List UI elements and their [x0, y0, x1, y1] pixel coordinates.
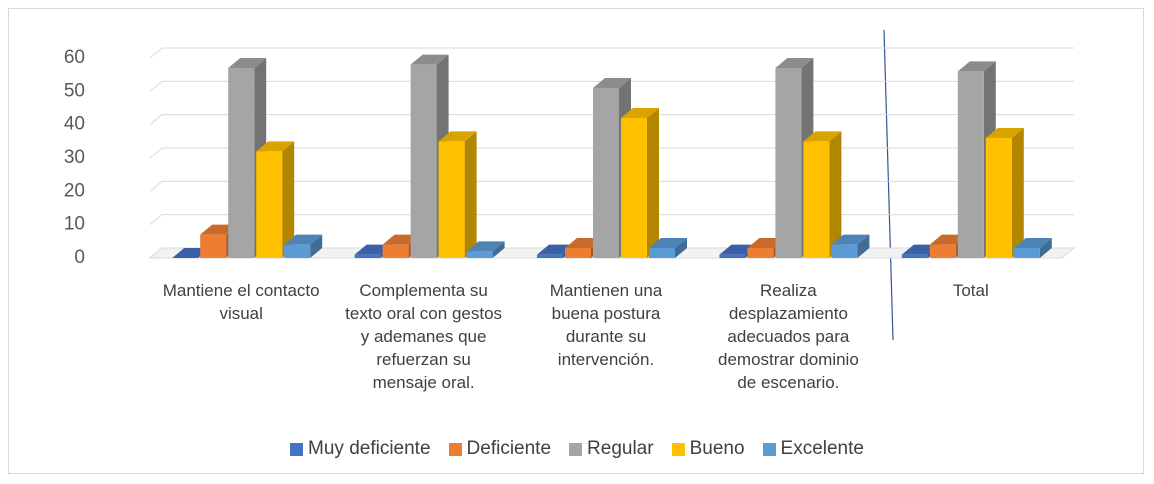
- bar-front: [382, 244, 409, 258]
- legend-item: Muy deficiente: [290, 438, 431, 460]
- bar-top: [256, 141, 295, 152]
- bar: [466, 241, 505, 258]
- bar-front: [901, 254, 928, 258]
- bar-front: [200, 234, 227, 258]
- bar-front: [438, 141, 465, 258]
- bar-side: [647, 108, 659, 258]
- legend-label: Deficiente: [466, 438, 552, 459]
- bar-top: [985, 128, 1024, 138]
- bar-front: [256, 151, 283, 258]
- bar-front: [593, 88, 619, 258]
- bar-front: [1013, 248, 1040, 258]
- bar-front: [747, 248, 774, 258]
- bar-top: [775, 58, 814, 68]
- legend-label: Excelente: [780, 438, 864, 459]
- legend-label: Muy deficiente: [308, 438, 431, 459]
- bar-top: [831, 234, 870, 245]
- legend-label: Regular: [587, 438, 654, 459]
- legend-swatch: [569, 442, 583, 456]
- bar-side: [857, 234, 870, 258]
- legend-item: Excelente: [762, 438, 864, 460]
- grid-line-side: [149, 214, 163, 226]
- x-tick-label: Realiza desplazamiento adecuados para de…: [718, 281, 859, 392]
- x-tick-label: Mantienen una buena postura durante su i…: [549, 281, 663, 369]
- grid-line-side: [149, 80, 163, 92]
- bar-side: [492, 241, 505, 258]
- legend-item: Bueno: [671, 438, 745, 460]
- bar-front: [228, 68, 255, 258]
- bar: [649, 238, 687, 258]
- bar-top: [438, 131, 477, 142]
- bar-side: [1039, 238, 1052, 258]
- x-tick-label: Total: [952, 281, 989, 300]
- legend-item: Deficiente: [448, 438, 552, 460]
- y-tick-label: 20: [64, 180, 85, 201]
- bar-front: [957, 71, 984, 258]
- bar-front: [537, 254, 563, 258]
- bar-front: [985, 138, 1012, 258]
- bar-top: [957, 61, 996, 72]
- grid-line-side: [149, 147, 163, 159]
- bar-side: [1011, 128, 1024, 258]
- grid-line-side: [149, 114, 163, 126]
- bar: [803, 131, 842, 258]
- bar-top: [593, 78, 631, 88]
- chart-frame: [8, 8, 1144, 474]
- y-tick-label: 0: [74, 247, 85, 268]
- bar: [985, 128, 1024, 258]
- bar-top: [466, 241, 505, 252]
- bar-front: [565, 248, 591, 258]
- legend-swatch: [762, 442, 776, 456]
- bar: [256, 141, 295, 258]
- bar: [621, 108, 659, 258]
- bar: [438, 131, 477, 258]
- bar-side: [282, 141, 295, 258]
- y-tick-label: 10: [64, 214, 85, 235]
- bar-front: [775, 68, 802, 258]
- bar-top: [284, 234, 323, 245]
- legend-item: Regular: [569, 438, 654, 460]
- bar-top: [410, 54, 449, 65]
- y-tick-label: 60: [64, 47, 85, 68]
- bar-front: [621, 118, 647, 258]
- bar-top: [649, 238, 687, 248]
- x-tick-label: Complementa su texto oral con gestos y a…: [345, 281, 503, 392]
- bar-front: [466, 251, 493, 258]
- grid-line-side: [149, 180, 163, 192]
- bar-side: [829, 131, 842, 258]
- bar-front: [410, 64, 437, 259]
- bar-top: [803, 131, 842, 142]
- bar-side: [310, 234, 323, 258]
- bar-front: [929, 244, 956, 258]
- legend-label: Bueno: [689, 438, 745, 459]
- grid-line-side: [149, 47, 163, 59]
- bar-side: [464, 131, 477, 258]
- legend-swatch: [290, 442, 304, 456]
- bar-front: [803, 141, 830, 258]
- bar-top: [621, 108, 659, 118]
- bar-side: [675, 238, 687, 258]
- bar-top: [1013, 238, 1052, 248]
- bar: [775, 58, 814, 258]
- bar-front: [831, 244, 858, 258]
- x-tick-label: Mantiene el contacto visual: [162, 281, 320, 323]
- legend-swatch: [671, 442, 685, 456]
- bar-front: [649, 248, 675, 258]
- bar-front: [284, 244, 311, 258]
- y-tick-label: 40: [64, 114, 85, 135]
- legend: Muy deficiente Deficiente Regular Bueno Exce…: [0, 438, 1154, 460]
- y-tick-label: 50: [64, 80, 85, 101]
- bar: [831, 234, 870, 258]
- bar-front: [354, 254, 381, 258]
- bar-top: [228, 58, 267, 68]
- bar: [1013, 238, 1052, 258]
- legend-swatch: [448, 442, 462, 456]
- bar-front: [719, 254, 746, 258]
- bar: [284, 234, 323, 258]
- y-tick-label: 30: [64, 147, 85, 168]
